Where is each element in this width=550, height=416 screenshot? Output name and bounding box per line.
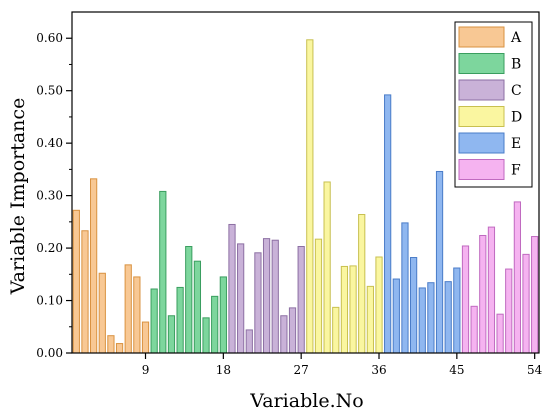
bar-A-2 (81, 230, 89, 354)
bar-C-27 (297, 246, 305, 354)
bar-F-54 (531, 236, 539, 354)
bar-D-33 (349, 265, 357, 354)
axes-layer: 0.00 0.10 0.20 0.30 0.40 0.50 0.60 9 18 27 36 45 54 (36, 11, 543, 377)
x-tick-label: 9 (142, 363, 150, 377)
bar-A-9 (141, 321, 150, 354)
legend-swatch-A (458, 26, 505, 48)
bar-C-24 (271, 239, 279, 354)
bar-C-19 (228, 223, 236, 354)
legend-swatch-F (458, 159, 505, 180)
bar-B-11 (159, 190, 167, 354)
y-tick-label: 0.20 (36, 241, 63, 255)
legend-swatch-E (458, 132, 505, 154)
legend-label-D: D (511, 110, 522, 126)
bar-B-17 (211, 295, 219, 354)
plot-frame (71, 11, 540, 354)
legend-swatch-B (458, 53, 505, 74)
bar-A-8 (133, 276, 141, 354)
x-axis-title: Variable.No (249, 390, 363, 412)
legend-label-F: F (511, 163, 521, 179)
bar-F-47 (470, 305, 478, 354)
bar-E-45 (453, 267, 461, 354)
y-tick-label: 0.40 (36, 136, 63, 150)
bar-F-53 (522, 253, 530, 354)
bar-E-42 (427, 282, 435, 354)
bar-B-16 (202, 317, 210, 354)
bar-E-37 (384, 94, 392, 354)
x-tick-label: 36 (371, 363, 386, 377)
x-tick-label: 27 (294, 363, 309, 377)
bar-E-43 (435, 170, 444, 354)
bar-B-13 (176, 286, 184, 354)
bar-B-14 (185, 246, 193, 354)
bar-F-46 (461, 245, 470, 354)
bar-F-50 (496, 313, 504, 354)
bar-E-38 (392, 278, 400, 354)
bar-F-48 (479, 234, 487, 354)
bar-F-52 (513, 201, 522, 354)
bar-C-25 (280, 315, 288, 354)
bar-C-22 (254, 252, 262, 354)
bar-D-30 (323, 181, 331, 354)
legend-label-E: E (511, 136, 521, 152)
bar-C-26 (288, 307, 297, 354)
bar-E-41 (418, 287, 426, 354)
y-tick-label: 0.60 (36, 31, 63, 45)
y-tick-label: 0.30 (36, 189, 63, 203)
bar-C-21 (245, 329, 253, 354)
bar-A-6 (115, 343, 124, 354)
bar-A-3 (90, 178, 98, 354)
bar-A-4 (98, 272, 106, 354)
bar-D-36 (375, 256, 383, 354)
bar-A-5 (107, 335, 115, 354)
legend-swatch-C (458, 79, 505, 101)
bar-B-15 (193, 260, 202, 354)
bar-D-31 (332, 306, 340, 354)
legend-label-C: C (511, 83, 522, 99)
bar-C-23 (262, 238, 271, 354)
x-tick-label: 54 (527, 363, 543, 377)
legend-label-B: B (511, 57, 521, 73)
bar-D-32 (340, 265, 349, 354)
y-axis-title: Variable Importance (7, 98, 29, 296)
y-tick-label: 0.50 (36, 84, 63, 98)
y-tick-label: 0.00 (36, 346, 63, 360)
x-tick-label: 45 (449, 363, 464, 377)
bar-E-40 (409, 257, 418, 354)
bar-D-28 (306, 39, 314, 354)
bar-A-1 (72, 209, 80, 354)
legend-label-A: A (510, 30, 522, 46)
x-tick-label: 18 (216, 363, 231, 377)
bar-F-51 (505, 268, 513, 354)
bar-B-18 (219, 276, 227, 354)
bar-D-35 (366, 285, 374, 354)
bar-D-34 (358, 214, 366, 354)
bar-D-29 (314, 238, 323, 354)
y-tick-label: 0.10 (36, 294, 63, 308)
bar-E-39 (401, 222, 409, 354)
bar-E-44 (444, 281, 452, 354)
bar-B-10 (150, 288, 158, 354)
bar-F-49 (487, 226, 496, 354)
bar-A-7 (124, 264, 132, 354)
bar-B-12 (167, 315, 176, 354)
bar-C-20 (237, 243, 245, 354)
bars-layer (72, 39, 539, 354)
legend-swatch-D (458, 106, 505, 127)
